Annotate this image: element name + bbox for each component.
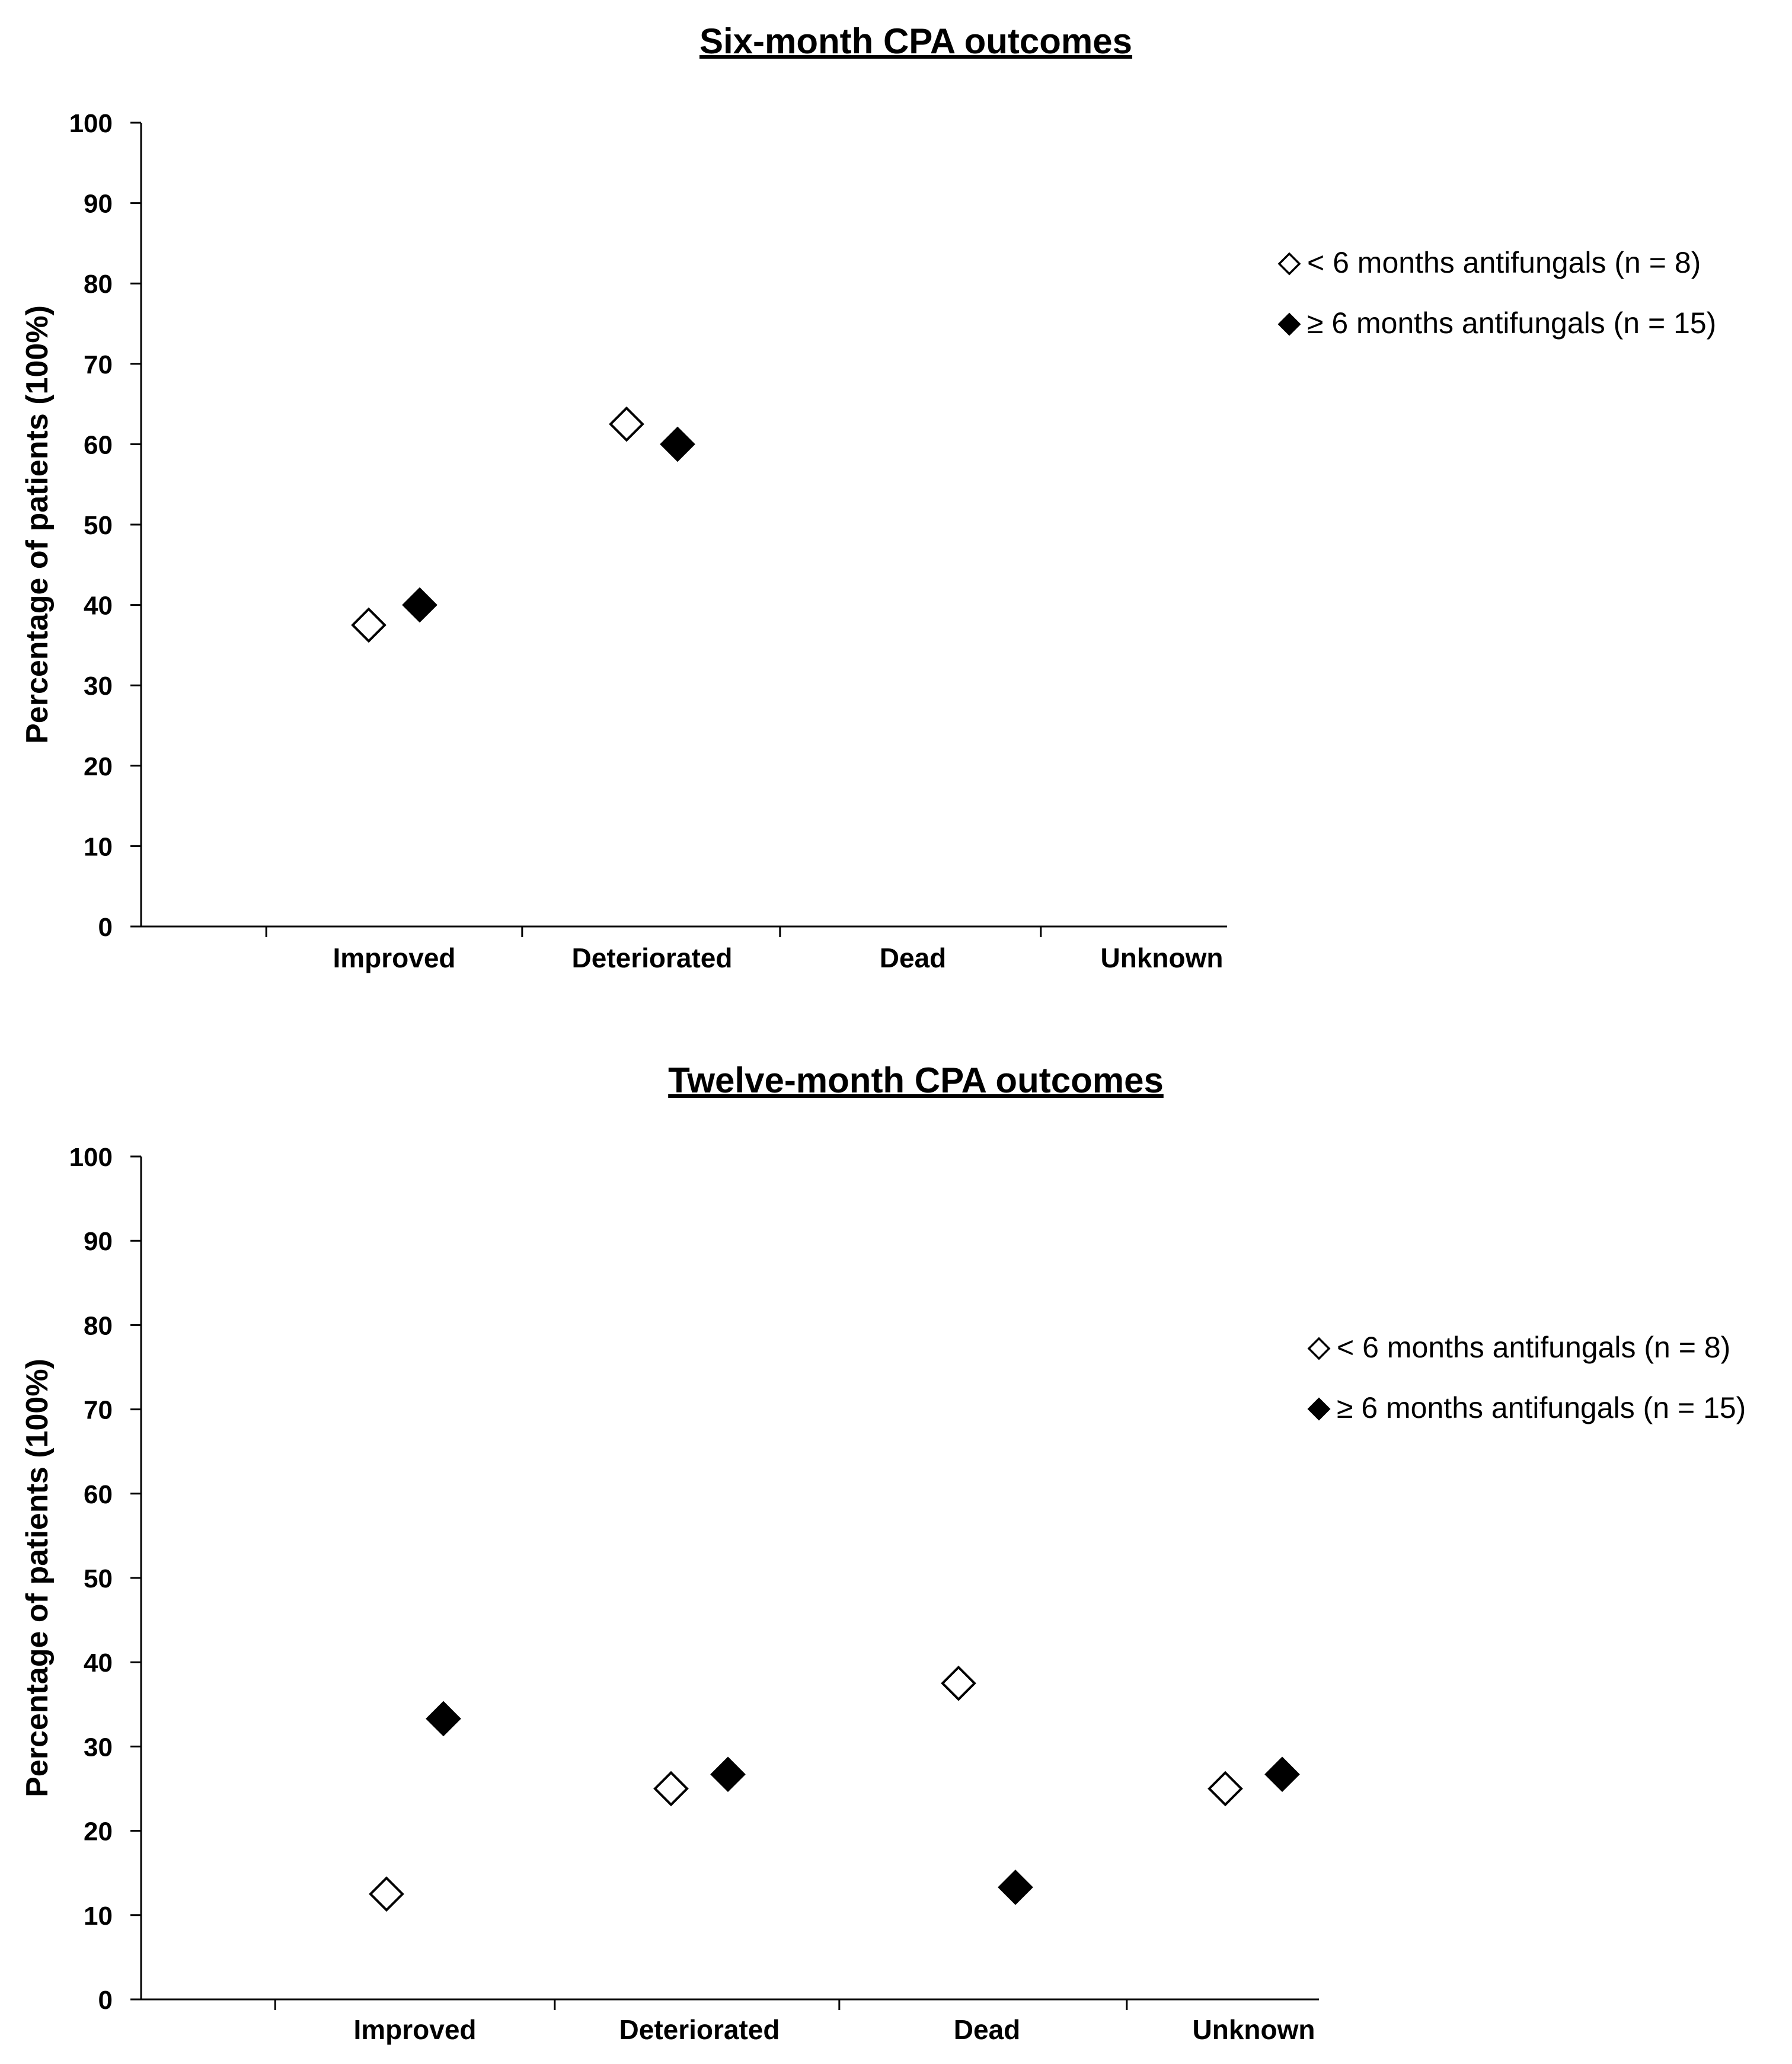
data-point-open-diamond [1208, 1771, 1243, 1807]
y-tick-label: 80 [84, 270, 113, 299]
chart-1: Six-month CPA outcomes 0 10 20 30 40 50 60 70 80 9… [20, 21, 1716, 973]
x-category-label: Deteriorated [572, 942, 733, 973]
y-tick-label: 20 [84, 752, 113, 781]
data-point-filled-diamond [426, 1701, 461, 1737]
y-tick-label: 10 [84, 1902, 113, 1931]
y-tick-label: 10 [84, 832, 113, 861]
x-category-label: Improved [333, 942, 455, 973]
data-point-filled-diamond [998, 1870, 1033, 1905]
legend-open-diamond-icon [1277, 252, 1301, 276]
y-tick-label: 40 [84, 592, 113, 621]
y-tick-label: 80 [84, 1311, 113, 1340]
x-category-label: Unknown [1101, 942, 1224, 973]
y-tick-label: 30 [84, 672, 113, 701]
data-point-open-diamond [941, 1665, 976, 1701]
y-tick-label: 90 [84, 190, 113, 219]
x-category-label: Unknown [1193, 2014, 1315, 2045]
y-tick-label: 100 [69, 1143, 113, 1172]
data-point-filled-diamond [402, 587, 437, 623]
x-category-label: Dead [880, 942, 946, 973]
legend-filled-diamond-icon [1277, 312, 1301, 336]
chart-title: Twelve-month CPA outcomes [668, 1060, 1164, 1100]
y-tick-label: 30 [84, 1733, 113, 1762]
y-tick-label: 60 [84, 1480, 113, 1509]
y-tick-label: 50 [84, 1564, 113, 1593]
data-point-filled-diamond [710, 1756, 746, 1793]
legend-label: ≥ 6 months antifungals (n = 15) [1337, 1391, 1746, 1424]
legend-label: < 6 months antifungals (n = 8) [1337, 1331, 1730, 1364]
y-tick-label: 0 [98, 1986, 113, 2015]
y-tick-label: 40 [84, 1648, 113, 1678]
y-tick-label: 70 [84, 1396, 113, 1425]
x-category-label: Deteriorated [619, 2014, 780, 2045]
y-tick-label: 20 [84, 1817, 113, 1846]
legend-label: < 6 months antifungals (n = 8) [1307, 246, 1701, 279]
y-axis-title: Percentage of patients (100%) [20, 1359, 55, 1797]
legend-filled-diamond-icon [1307, 1397, 1331, 1421]
data-point-open-diamond [351, 607, 386, 643]
data-point-open-diamond [653, 1771, 689, 1807]
legend: < 6 months antifungals (n = 8) ≥ 6 months… [1277, 246, 1716, 340]
y-tick-label: 100 [69, 109, 113, 138]
legend-label: ≥ 6 months antifungals (n = 15) [1307, 306, 1716, 340]
y-tick-label: 60 [84, 430, 113, 459]
y-tick-label: 90 [84, 1227, 113, 1256]
legend: < 6 months antifungals (n = 8) ≥ 6 months… [1307, 1331, 1746, 1424]
chart-2: Twelve-month CPA outcomes 0 10 20 30 40 50 60 70… [20, 1060, 1746, 2045]
legend-open-diamond-icon [1307, 1337, 1331, 1360]
data-point-filled-diamond [1264, 1756, 1300, 1793]
data-point-open-diamond [369, 1876, 404, 1912]
y-tick-label: 70 [84, 350, 113, 379]
y-tick-label: 50 [84, 511, 113, 540]
y-axis-title: Percentage of patients (100%) [20, 305, 55, 744]
y-tick-label: 0 [98, 913, 113, 942]
x-category-label: Dead [954, 2014, 1020, 2045]
chart-title: Six-month CPA outcomes [699, 21, 1132, 61]
data-point-open-diamond [609, 406, 644, 442]
x-category-label: Improved [353, 2014, 476, 2045]
data-point-filled-diamond [660, 426, 695, 462]
